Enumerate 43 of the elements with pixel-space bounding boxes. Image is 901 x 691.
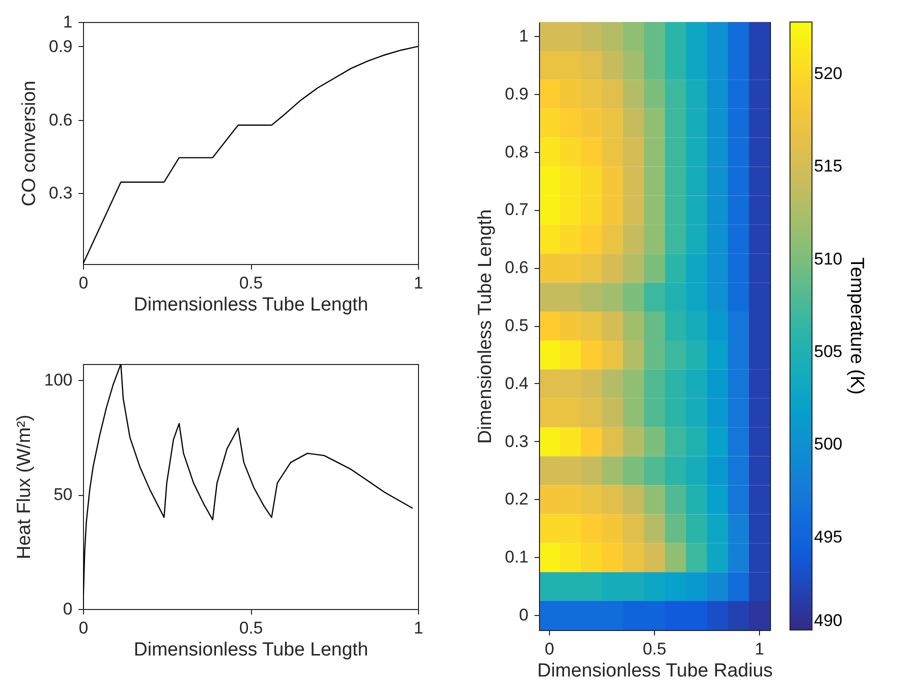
color-bar-label: 500 — [814, 434, 842, 454]
y-axis-title: Dimensionless Tube Length — [474, 209, 496, 444]
color-bar-title: Temperature (K) — [846, 257, 867, 395]
y-tick-label: 0.6 — [48, 110, 72, 130]
line-series — [83, 364, 414, 609]
color-bar-label: 495 — [814, 527, 842, 546]
y-tick-label: 0 — [519, 606, 528, 625]
y-tick-label: 0.6 — [504, 258, 528, 278]
color-bar-label: 490 — [814, 611, 842, 630]
x-tick-label: 0 — [78, 274, 88, 292]
x-tick-label: 1 — [414, 618, 424, 638]
y-tick-label: 0.8 — [504, 142, 528, 162]
y-axis-title: Heat Flux (W/m²) — [14, 414, 36, 560]
y-tick-label: 0.1 — [504, 548, 528, 567]
x-axis-title: Dimensionless Tube Radius — [537, 660, 773, 682]
y-tick-label: 0.5 — [504, 316, 528, 335]
x-tick-label: 1 — [754, 640, 764, 658]
x-tick-label: 0.5 — [642, 640, 666, 658]
y-tick-label: 0.7 — [504, 200, 528, 220]
y-tick-label: 0.3 — [504, 432, 528, 451]
x-axis-title: Dimensionless Tube Length — [134, 640, 368, 660]
x-tick-label: 0 — [78, 618, 88, 638]
color-bar-label: 510 — [814, 249, 842, 268]
x-tick-label: 1 — [414, 274, 424, 292]
y-tick-label: 0.4 — [504, 374, 528, 393]
y-tick-label: 1 — [63, 12, 72, 32]
y-tick-label: 1 — [519, 26, 528, 46]
line-series — [83, 46, 418, 264]
y-axis-title: CO conversion — [18, 80, 40, 206]
x-tick-label: 0.5 — [239, 274, 263, 292]
y-tick-label: 100 — [44, 370, 72, 390]
y-tick-label: 0.3 — [48, 184, 72, 203]
x-axis-title: Dimensionless Tube Length — [134, 294, 368, 316]
x-tick-label: 0.5 — [239, 618, 263, 638]
x-tick-label: 0 — [544, 640, 554, 658]
color-bar-label: 520 — [814, 64, 842, 83]
color-bar-label: 515 — [814, 156, 842, 176]
y-tick-label: 0.9 — [48, 36, 72, 56]
y-tick-label: 50 — [54, 485, 72, 504]
y-tick-label: 0.2 — [504, 490, 528, 509]
y-tick-label: 0.9 — [504, 84, 528, 104]
color-bar-label: 505 — [814, 342, 842, 361]
y-tick-label: 0 — [63, 600, 72, 618]
